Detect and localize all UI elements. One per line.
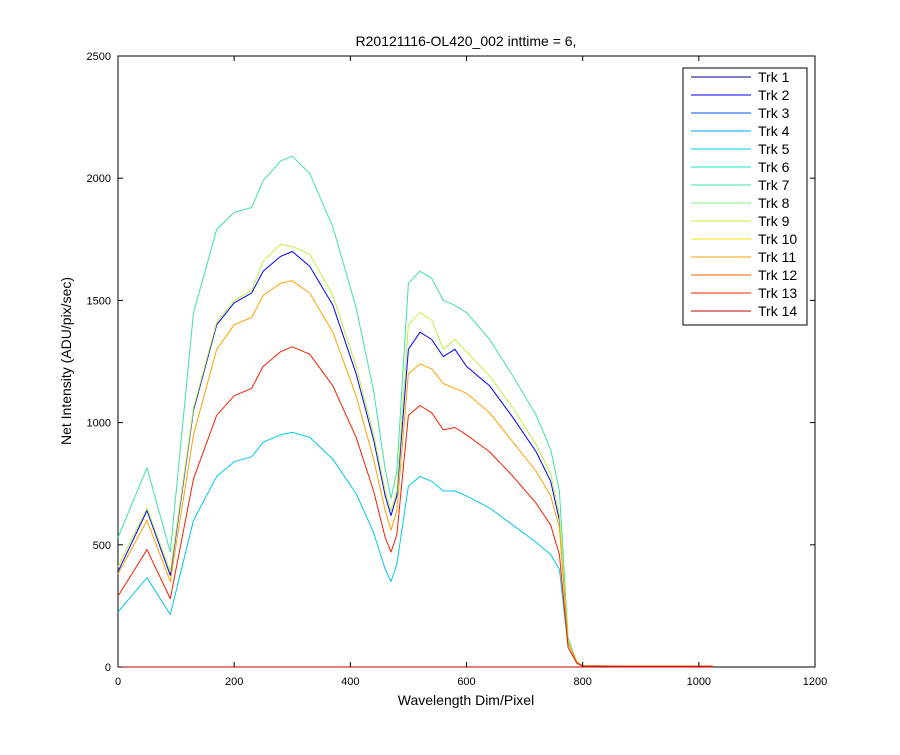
series-line-trk-7 xyxy=(117,155,713,667)
legend-label: Trk 10 xyxy=(758,231,797,247)
legend-label: Trk 5 xyxy=(758,141,790,157)
legend-label: Trk 3 xyxy=(758,105,790,121)
legend-box xyxy=(682,67,808,326)
x-tick-label: 400 xyxy=(341,676,359,688)
legend-label: Trk 4 xyxy=(758,123,790,139)
x-tick-label: 1000 xyxy=(687,676,711,688)
legend-label: Trk 7 xyxy=(758,177,790,193)
x-tick-label: 800 xyxy=(573,676,591,688)
series-line-trk-11 xyxy=(117,280,713,667)
legend-label: Trk 9 xyxy=(758,213,790,229)
y-tick-label: 0 xyxy=(105,662,111,674)
y-tick-label: 2000 xyxy=(87,173,111,185)
chart-title: R20121116-OL420_002 inttime = 6, xyxy=(356,33,577,49)
legend-items: Trk 1 Trk 2 Trk 3 Trk 4 Trk 5 Trk 6 Trk 7 Trk 8… xyxy=(691,69,797,319)
legend-label: Trk 12 xyxy=(758,267,797,283)
series-line-trk-13 xyxy=(117,346,713,667)
y-axis-label: Net Intensity (ADU/pix/sec) xyxy=(58,277,74,445)
legend-label: Trk 13 xyxy=(758,285,797,301)
x-tick-label: 600 xyxy=(457,676,475,688)
legend: Trk 1 Trk 2 Trk 3 Trk 4 Trk 5 Trk 6 Trk 7 Trk 8… xyxy=(682,67,808,326)
legend-label: Trk 2 xyxy=(758,87,790,103)
series-line-trk-9 xyxy=(117,243,713,667)
x-tick-label: 1200 xyxy=(803,676,827,688)
y-tick-label: 1000 xyxy=(87,418,111,430)
legend-label: Trk 14 xyxy=(758,303,797,319)
legend-label: Trk 6 xyxy=(758,159,790,175)
x-axis-label: Wavelength Dim/Pixel xyxy=(398,692,534,708)
legend-label: Trk 11 xyxy=(758,249,796,265)
y-tick-label: 2500 xyxy=(87,51,111,63)
x-tick-label: 0 xyxy=(115,676,121,688)
legend-label: Trk 1 xyxy=(758,69,790,85)
ticks-group: 0 200 400 600 800 1000 1200 0 500 1000 1500 2000 250… xyxy=(87,51,828,688)
y-tick-label: 1500 xyxy=(87,295,111,307)
y-tick-label: 500 xyxy=(93,540,111,552)
x-tick-label: 200 xyxy=(225,676,243,688)
series-group xyxy=(117,155,713,668)
legend-label: Trk 8 xyxy=(758,195,790,211)
